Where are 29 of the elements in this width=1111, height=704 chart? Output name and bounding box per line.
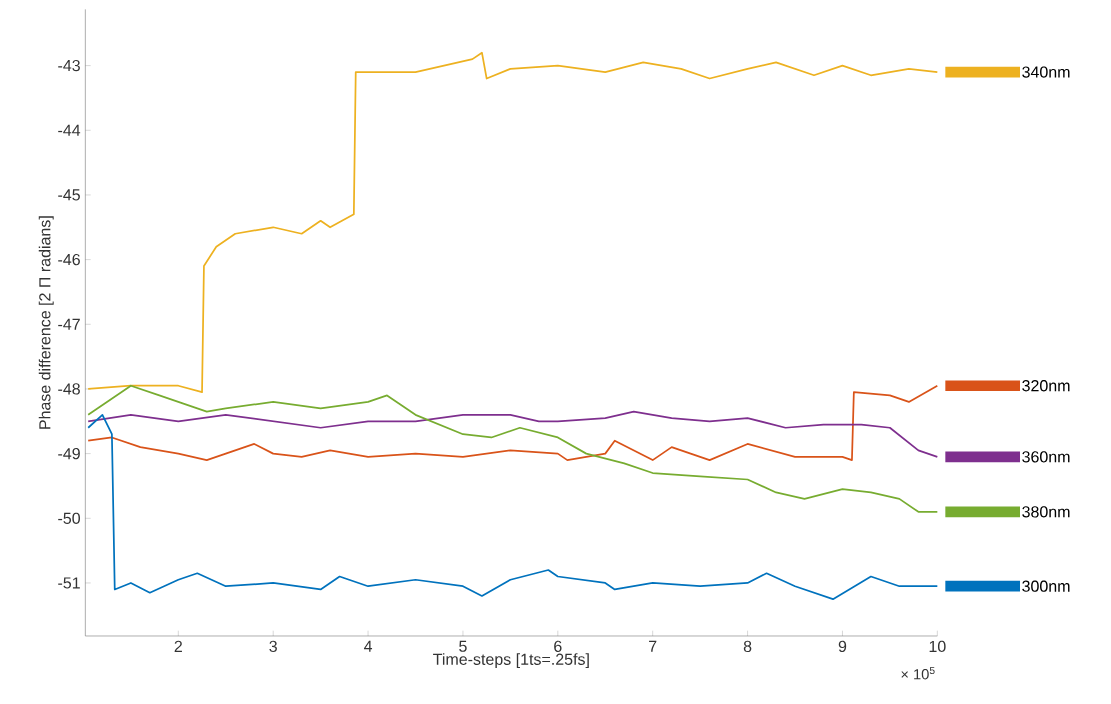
text: × 10$^{5}$: [901, 666, 935, 680]
y-tick-label: -50: [58, 512, 80, 524]
legend-label: 380nm: [1022, 506, 1070, 518]
line-series: [87, 413, 939, 601]
y-tick-label: -45: [58, 189, 80, 201]
x-tick-label: 6: [554, 640, 562, 653]
legend-label: 320nm: [1022, 380, 1070, 392]
x-axis-title: Time-steps [1ts=.25fs]: [433, 653, 589, 669]
x-tick-label: 2: [174, 640, 182, 652]
y-tick-label: -43: [58, 59, 80, 72]
legend-label: 360nm: [1022, 451, 1070, 463]
x-tick-label: 8: [743, 640, 752, 653]
y-tick-label: -44: [58, 124, 81, 136]
x-tick-label: 7: [649, 640, 657, 652]
y-tick-label: -47: [58, 318, 80, 330]
legend-label: 300nm: [1022, 580, 1070, 592]
x-tick-label: 4: [364, 640, 373, 652]
line-series: [87, 384, 939, 461]
x-tick-label: 10: [929, 640, 946, 653]
y-axis-title: Phase difference [2 Π radians]: [38, 216, 54, 429]
y-tick-label: -49: [58, 447, 80, 460]
y-tick-label: -46: [58, 253, 80, 266]
y-tick-label: -51: [58, 577, 80, 589]
x-tick-label: 5: [459, 640, 467, 652]
line-series: [87, 384, 939, 513]
x-tick-label: 9: [838, 640, 847, 653]
legend-label: 340nm: [1022, 66, 1070, 78]
x-tick-label: 3: [269, 640, 277, 653]
y-tick-label: -48: [58, 383, 80, 395]
